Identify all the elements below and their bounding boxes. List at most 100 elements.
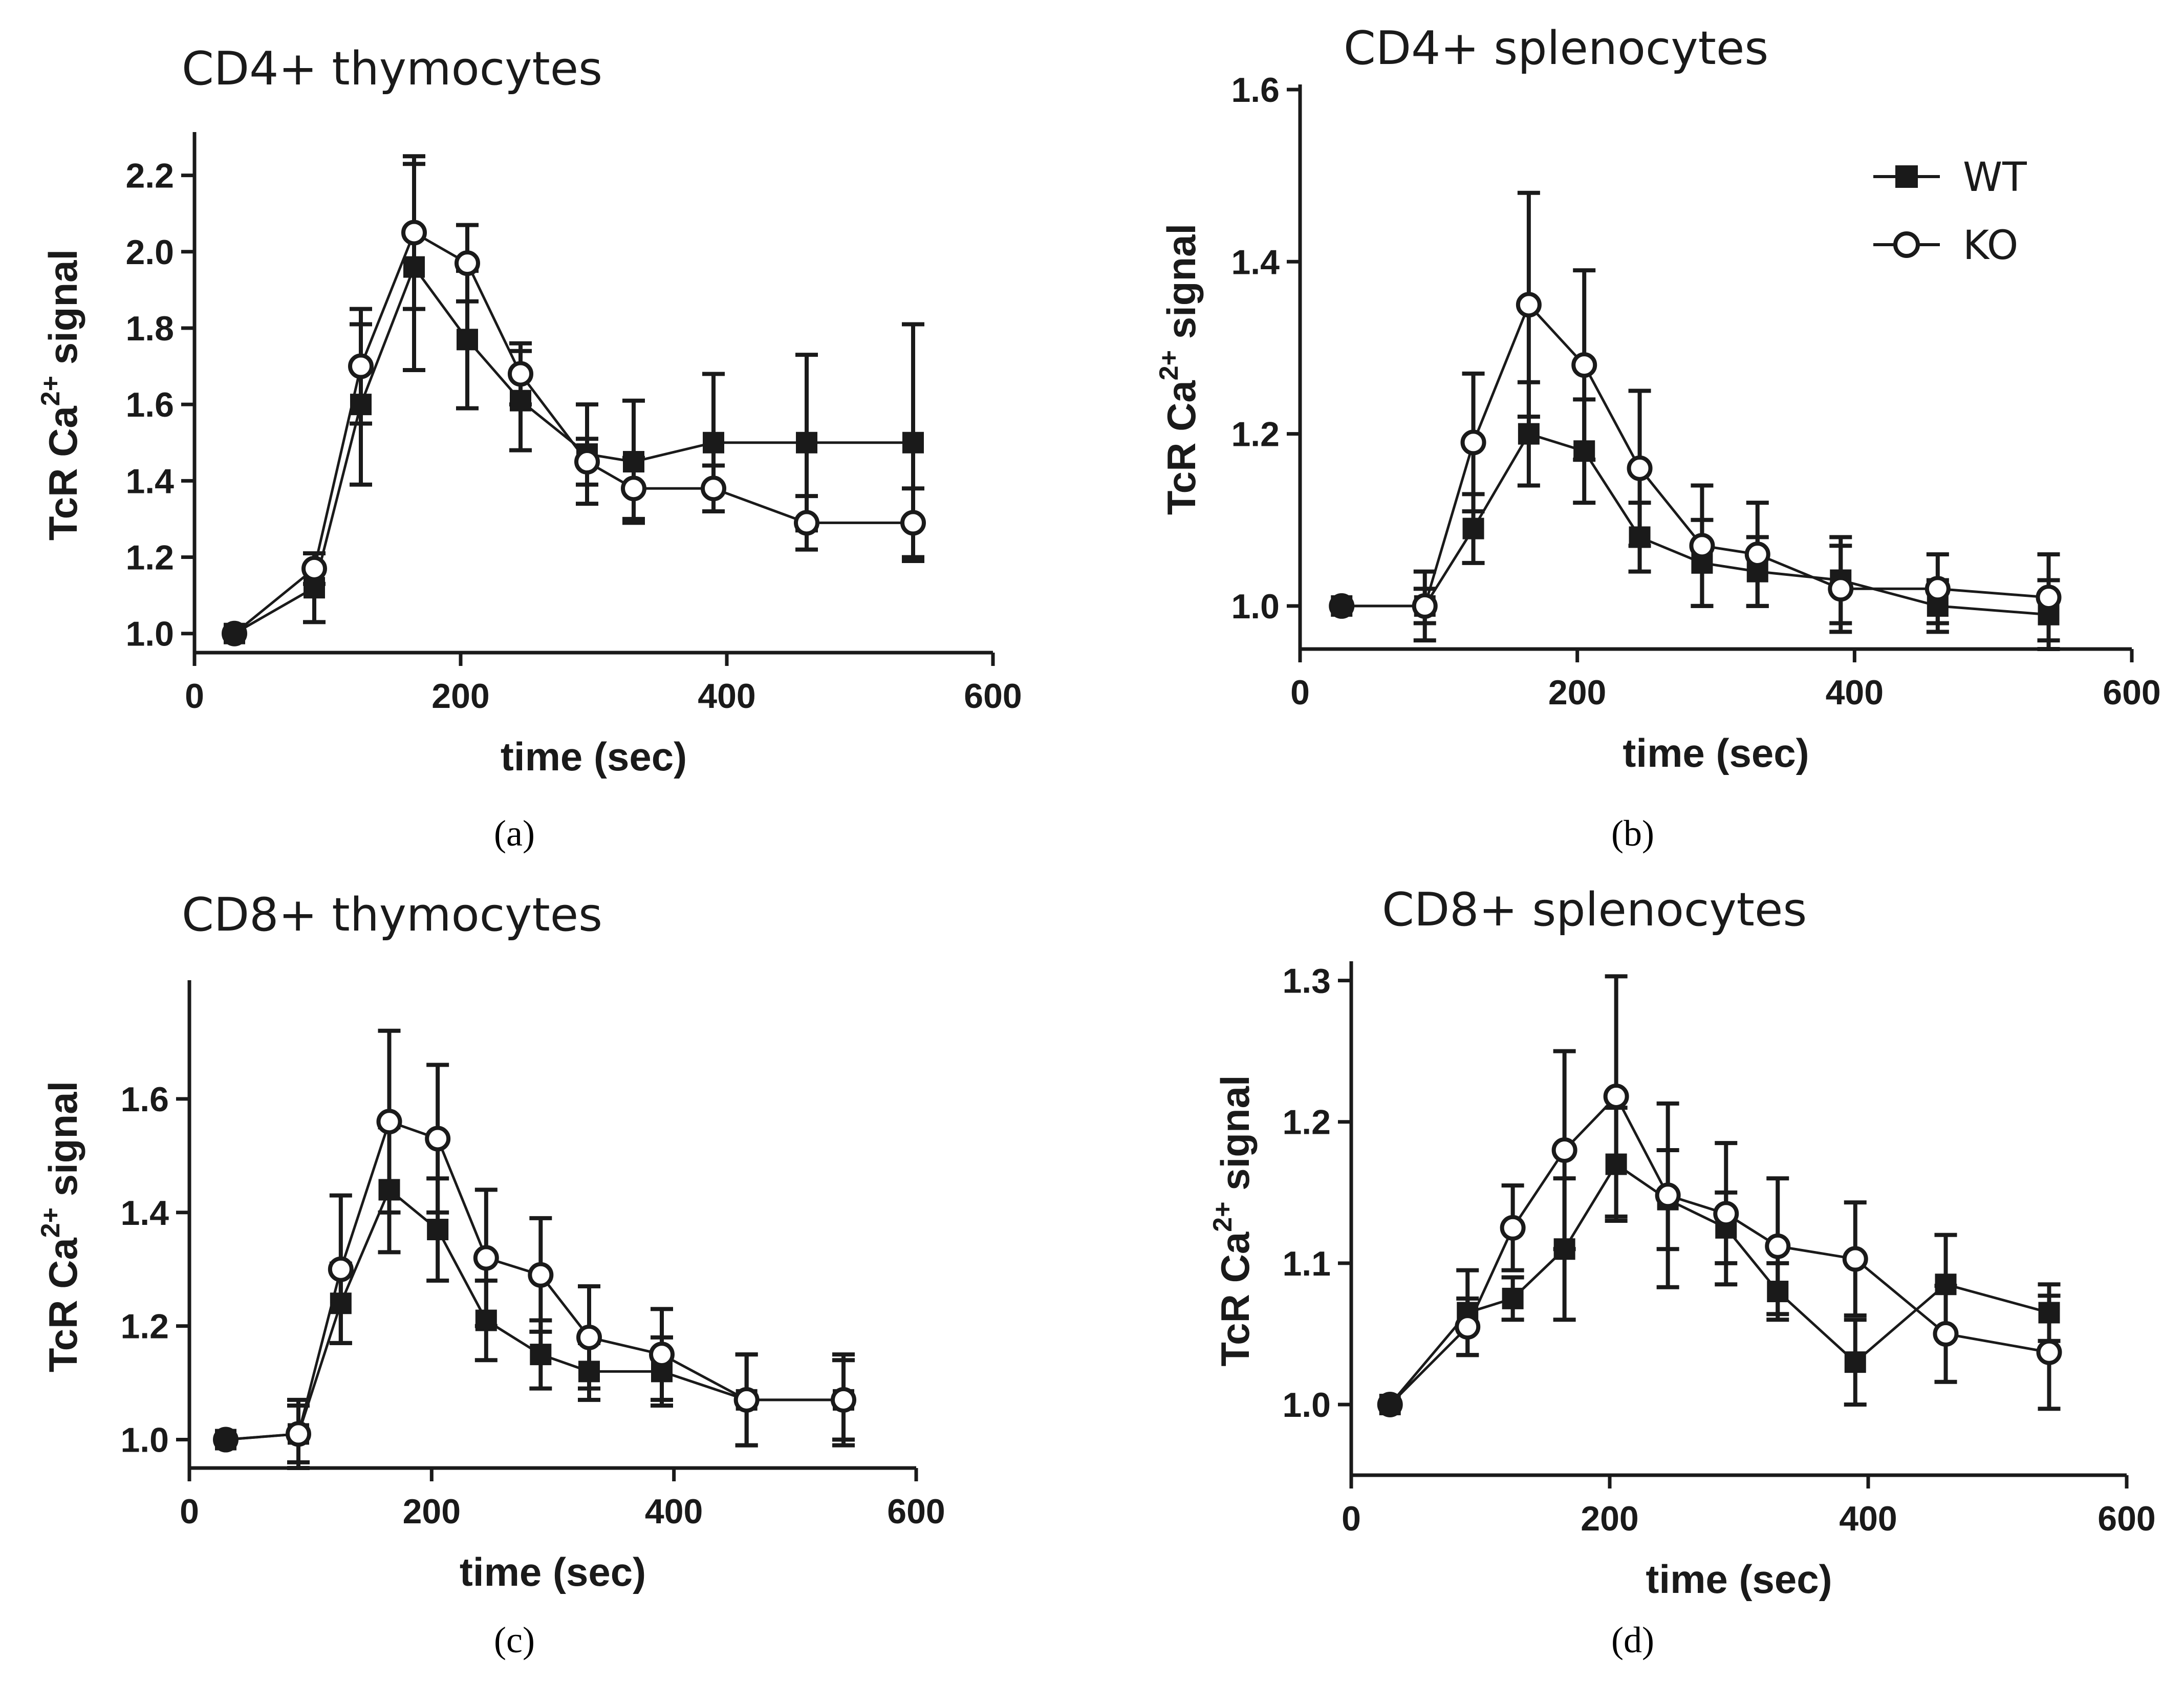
x-tick-label: 0: [185, 677, 204, 716]
y-tick-label: 1.6: [120, 1080, 169, 1119]
series-ko: [1329, 190, 2062, 643]
chart-title: CD4+ thymocytes: [182, 42, 602, 96]
data-point-ko: [1828, 576, 1854, 602]
x-axis-label: time (sec): [1623, 730, 1809, 775]
data-point-wt: [796, 431, 817, 454]
y-axis-label: TcR Ca2+ signal: [1154, 224, 1204, 515]
data-point-wt: [427, 1219, 449, 1241]
y-tick-label: 2.0: [125, 233, 174, 272]
data-point-wt: [457, 329, 478, 351]
y-axis-label-main: TcR Ca: [40, 1238, 85, 1373]
data-point-ko: [1571, 352, 1597, 378]
panel-label: (a): [494, 813, 535, 854]
data-point-wt: [530, 1344, 552, 1366]
x-tick-label: 200: [1581, 1499, 1638, 1538]
data-point-wt: [703, 431, 724, 454]
chart-panel-d: CD8+ splenocytes 0 200 400 600 1.0 1.1 1.2 1.3 ti…: [1208, 883, 2156, 1660]
data-point-ko: [2036, 1339, 2062, 1365]
y-axis-label-tail: signal: [1213, 1075, 1258, 1201]
y-axis-label: TcR Ca2+ signal: [36, 249, 85, 541]
legend-label-wt: WT: [1963, 155, 2027, 201]
data-point-ko: [1655, 1182, 1681, 1209]
y-axis-label-tail: signal: [40, 249, 85, 376]
data-point-ko: [1713, 1201, 1739, 1227]
data-point-ko: [401, 220, 427, 246]
series-ko: [1377, 974, 2062, 1417]
data-point-ko: [213, 1427, 239, 1453]
data-point-ko: [1551, 1137, 1577, 1163]
x-tick-label: 400: [698, 677, 755, 716]
data-point-ko: [1765, 1233, 1791, 1259]
data-point-ko: [1842, 1246, 1868, 1272]
y-axis-label-superscript: 2+: [36, 376, 66, 406]
data-point-ko: [1516, 292, 1542, 318]
x-tick-label: 400: [1839, 1499, 1897, 1538]
y-tick-label: 1.4: [120, 1194, 169, 1233]
x-axis-label: time (sec): [1646, 1557, 1832, 1602]
x-tick-label: 400: [1826, 673, 1884, 712]
chart-panel-b: CD4+ splenocytes 0 200 400 600 1.0 1.2 1.4 1.6 ti…: [1154, 21, 2161, 854]
legend-marker-wt: [1895, 165, 1918, 188]
chart-title: CD4+ splenocytes: [1344, 21, 1768, 75]
y-axis-label-main: TcR Ca: [1159, 380, 1204, 515]
series-wt: [215, 1125, 855, 1464]
y-axis-label-tail: signal: [1159, 224, 1204, 350]
series-wt: [1379, 1106, 2061, 1415]
x-axis-label: time (sec): [501, 734, 687, 779]
panel-label: (d): [1611, 1620, 1654, 1660]
data-point-ko: [286, 1421, 311, 1447]
chart-panel-a: CD4+ thymocytes 0 200 400 600 1.0 1.2 1.4 1.6 1.8…: [36, 42, 1022, 854]
chart-title: CD8+ splenocytes: [1382, 883, 1807, 937]
data-point-ko: [1924, 576, 1951, 602]
y-tick-label: 1.2: [1282, 1103, 1331, 1142]
legend-label-ko: KO: [1963, 223, 2018, 269]
y-axis-label: TcR Ca2+ signal: [1208, 1075, 1258, 1366]
x-tick-label: 200: [1548, 673, 1606, 712]
x-axis-label: time (sec): [460, 1549, 646, 1594]
data-point-ko: [574, 449, 600, 475]
data-point-ko: [1329, 593, 1355, 619]
data-point-ko: [1500, 1215, 1526, 1241]
y-tick-label: 2.2: [125, 157, 174, 196]
chart-panel-c: CD8+ thymocytes 0 200 400 600 1.0 1.2 1.4 1.6 tim…: [36, 888, 945, 1660]
x-tick-label: 600: [887, 1492, 945, 1531]
y-axis-label-superscript: 2+: [36, 1207, 66, 1238]
data-point-ko: [1603, 1084, 1629, 1110]
x-tick-label: 0: [1342, 1499, 1361, 1538]
y-axis-label-tail: signal: [40, 1081, 85, 1207]
y-axis-label-main: TcR Ca: [40, 406, 85, 541]
x-tick-label: 0: [1290, 673, 1310, 712]
data-point-ko: [473, 1245, 499, 1271]
y-tick-label: 1.4: [125, 462, 174, 501]
data-point-ko: [1689, 533, 1715, 559]
data-point-ko: [455, 250, 480, 276]
y-tick-label: 1.3: [1282, 962, 1331, 1001]
y-tick-label: 1.8: [125, 309, 174, 348]
legend: WT KO: [1873, 155, 2027, 269]
x-tick-label: 200: [431, 677, 489, 716]
data-point-wt: [1518, 423, 1540, 445]
data-point-wt: [1502, 1287, 1524, 1309]
y-axis-label-main: TcR Ca: [1213, 1232, 1258, 1367]
data-point-ko: [831, 1387, 856, 1413]
data-point-ko: [1933, 1321, 1959, 1347]
chart-title: CD8+ thymocytes: [182, 888, 602, 942]
data-point-ko: [621, 476, 646, 502]
data-point-wt: [902, 431, 924, 454]
y-axis-label-superscript: 2+: [1154, 350, 1184, 380]
legend-marker-ko: [1893, 231, 1920, 258]
x-tick-label: 600: [2103, 673, 2160, 712]
data-point-ko: [649, 1342, 675, 1368]
data-point-ko: [1460, 429, 1486, 456]
data-point-ko: [701, 476, 726, 502]
data-point-ko: [576, 1324, 602, 1350]
data-point-ko: [2036, 585, 2062, 611]
y-tick-label: 1.0: [1282, 1386, 1331, 1425]
data-point-wt: [1462, 517, 1484, 540]
panel-label: (b): [1611, 813, 1654, 854]
series-wt: [224, 162, 924, 644]
y-tick-label: 1.2: [125, 538, 174, 577]
series-wt: [1331, 380, 2060, 651]
y-tick-label: 1.0: [125, 615, 174, 654]
